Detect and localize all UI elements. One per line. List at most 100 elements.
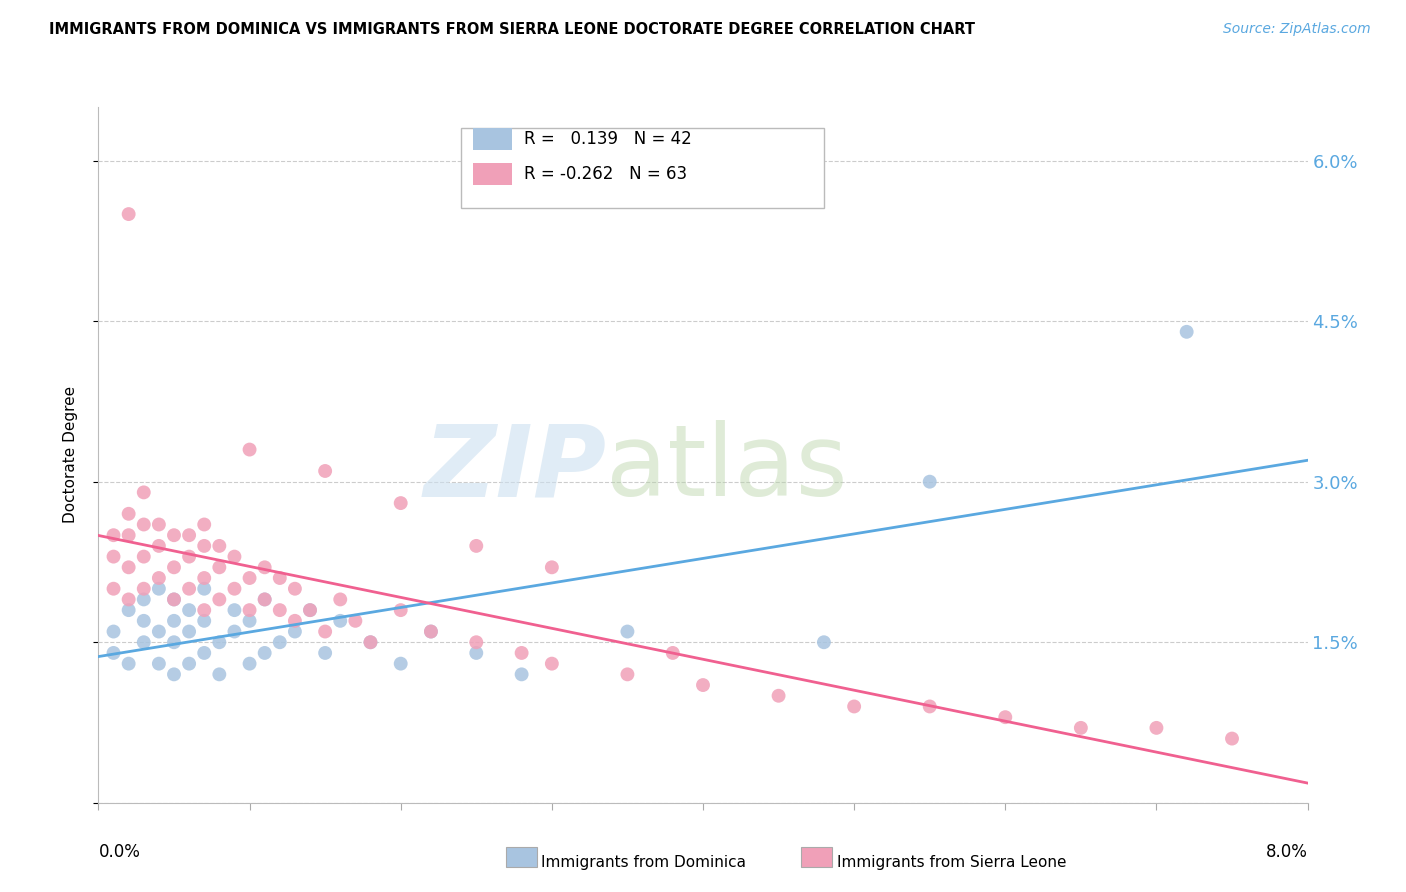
Point	[692, 678, 714, 692]
Text: Immigrants from Sierra Leone: Immigrants from Sierra Leone	[837, 855, 1066, 870]
Point	[918, 475, 941, 489]
Text: IMMIGRANTS FROM DOMINICA VS IMMIGRANTS FROM SIERRA LEONE DOCTORATE DEGREE CORREL: IMMIGRANTS FROM DOMINICA VS IMMIGRANTS F…	[49, 22, 976, 37]
Point	[465, 635, 488, 649]
Point	[208, 635, 231, 649]
Point	[253, 560, 276, 574]
Text: R =   0.139   N = 42: R = 0.139 N = 42	[524, 130, 692, 148]
Text: atlas: atlas	[606, 420, 848, 517]
Point	[163, 592, 186, 607]
Point	[118, 207, 141, 221]
Point	[299, 603, 322, 617]
Point	[510, 646, 533, 660]
Bar	[474, 162, 512, 185]
Point	[163, 592, 186, 607]
Point	[284, 624, 307, 639]
Point	[103, 528, 125, 542]
Point	[844, 699, 866, 714]
Point	[239, 603, 262, 617]
Point	[314, 646, 336, 660]
Bar	[474, 128, 512, 150]
Point	[103, 582, 125, 596]
Point	[193, 539, 215, 553]
Point	[541, 657, 564, 671]
Point	[132, 517, 155, 532]
Point	[1070, 721, 1092, 735]
Point	[179, 624, 201, 639]
Text: ZIP: ZIP	[423, 420, 606, 517]
Point	[208, 667, 231, 681]
Text: 8.0%: 8.0%	[1265, 843, 1308, 861]
Point	[132, 485, 155, 500]
Point	[253, 646, 276, 660]
Point	[269, 635, 291, 649]
Point	[208, 539, 231, 553]
Point	[284, 614, 307, 628]
Point	[179, 528, 201, 542]
Point	[132, 635, 155, 649]
Point	[224, 603, 246, 617]
Point	[118, 603, 141, 617]
Point	[813, 635, 835, 649]
Point	[389, 657, 412, 671]
Point	[179, 603, 201, 617]
Point	[344, 614, 367, 628]
Point	[284, 582, 307, 596]
Point	[179, 657, 201, 671]
Point	[420, 624, 443, 639]
Point	[118, 507, 141, 521]
Point	[329, 614, 352, 628]
Text: Source: ZipAtlas.com: Source: ZipAtlas.com	[1223, 22, 1371, 37]
Point	[360, 635, 382, 649]
Point	[1146, 721, 1168, 735]
Point	[163, 560, 186, 574]
Text: Immigrants from Dominica: Immigrants from Dominica	[541, 855, 747, 870]
Point	[103, 549, 125, 564]
Point	[193, 614, 215, 628]
Point	[994, 710, 1017, 724]
Point	[208, 560, 231, 574]
Point	[239, 442, 262, 457]
Point	[1220, 731, 1243, 746]
Point	[148, 539, 170, 553]
Point	[224, 549, 246, 564]
Point	[163, 614, 186, 628]
Point	[148, 624, 170, 639]
Point	[662, 646, 685, 660]
Point	[193, 571, 215, 585]
Point	[768, 689, 790, 703]
Point	[314, 624, 336, 639]
Point	[118, 592, 141, 607]
Point	[360, 635, 382, 649]
Point	[541, 560, 564, 574]
Point	[193, 582, 215, 596]
Point	[118, 560, 141, 574]
Point	[269, 603, 291, 617]
Point	[918, 699, 941, 714]
Point	[239, 657, 262, 671]
Bar	[506, 847, 537, 867]
Point	[253, 592, 276, 607]
Point	[616, 667, 638, 681]
Point	[179, 582, 201, 596]
Point	[148, 657, 170, 671]
Point	[103, 624, 125, 639]
Point	[389, 603, 412, 617]
Point	[208, 592, 231, 607]
Text: 0.0%: 0.0%	[98, 843, 141, 861]
Point	[193, 646, 215, 660]
Bar	[801, 847, 832, 867]
Y-axis label: Doctorate Degree: Doctorate Degree	[63, 386, 77, 524]
Point	[329, 592, 352, 607]
Point	[163, 635, 186, 649]
Point	[193, 603, 215, 617]
Point	[132, 592, 155, 607]
Point	[132, 614, 155, 628]
Point	[299, 603, 322, 617]
Point	[465, 646, 488, 660]
Point	[163, 667, 186, 681]
Point	[148, 582, 170, 596]
Point	[239, 614, 262, 628]
Point	[224, 582, 246, 596]
Point	[118, 657, 141, 671]
Point	[389, 496, 412, 510]
